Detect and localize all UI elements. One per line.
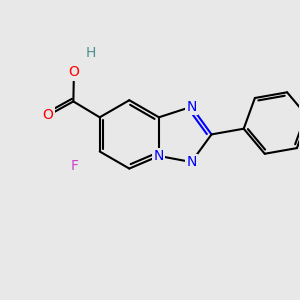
Text: O: O: [43, 109, 53, 122]
Text: N: N: [154, 149, 164, 163]
Text: N: N: [186, 155, 197, 169]
Text: H: H: [85, 46, 96, 60]
Text: O: O: [68, 65, 79, 80]
Text: F: F: [70, 158, 78, 172]
Text: N: N: [186, 100, 197, 114]
